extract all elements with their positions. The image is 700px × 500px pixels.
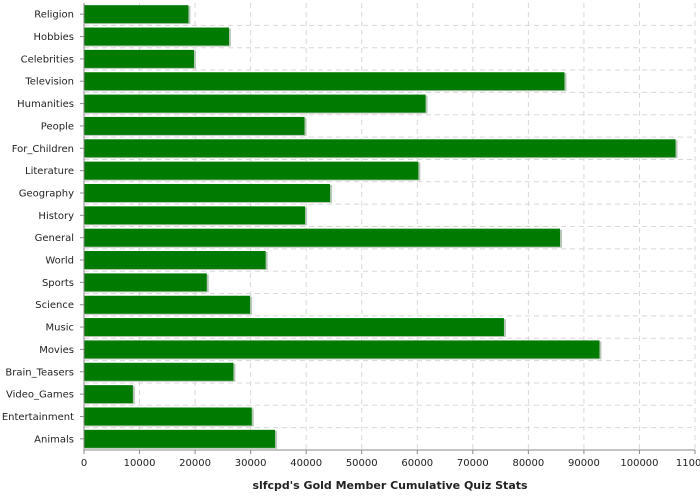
bar-television [84,72,565,91]
bar-video-games [84,385,133,404]
bar-animals [84,429,276,448]
bar-religion [84,5,189,24]
bar-science [84,295,251,314]
bar-people [84,116,305,135]
x-tick-labels: 0 10000 20000 30000 40000 50000 60000 70000 8000… [81,458,700,469]
category-label: Hobbies [34,32,74,43]
category-label: Humanities [17,99,74,110]
category-label: People [41,121,74,132]
category-label: Celebrities [21,54,74,65]
x-tick-label: 90000 [568,458,600,469]
category-label: History [38,211,74,222]
x-tick-label: 0 [81,458,87,469]
axes [80,3,696,454]
category-label: For_Children [12,144,74,155]
category-label: Literature [25,166,74,177]
x-axis-title: slfcpd's Gold Member Cumulative Quiz Sta… [252,479,528,492]
bar-brain-teasers [84,362,234,381]
bar-humanities [84,94,426,113]
category-label: Sports [42,278,74,289]
category-label: Geography [19,188,74,199]
category-label: World [45,256,74,267]
x-tick-label: 20000 [179,458,211,469]
bar-music [84,318,504,337]
category-label: Brain_Teasers [5,367,74,378]
x-tick-label: 10000 [124,458,156,469]
category-label: Animals [34,434,74,445]
bar-hobbies [84,27,229,46]
x-tick-label: 110000 [676,458,700,469]
bar-for-children [84,139,676,158]
bars [84,5,678,449]
x-tick-label: 40000 [290,458,322,469]
grid [84,3,696,450]
category-labels: Religion Hobbies Celebrities Television Huma… [2,10,74,446]
bar-sports [84,273,207,292]
category-label: Movies [39,345,74,356]
category-label: General [35,233,74,244]
category-label: Religion [34,10,74,21]
x-tick-label: 30000 [235,458,267,469]
bar-world [84,251,266,270]
bar-movies [84,340,600,359]
bar-literature [84,161,419,180]
x-tick-label: 100000 [620,458,658,469]
category-label: Television [24,77,74,88]
x-tick-label: 80000 [512,458,544,469]
x-tick-label: 60000 [401,458,433,469]
bar-general [84,228,561,247]
category-label: Music [46,323,74,334]
category-label: Entertainment [2,412,74,423]
bar-geography [84,183,331,202]
bar-history [84,206,306,225]
category-label: Science [35,300,74,311]
category-label: Video_Games [6,390,74,401]
x-tick-label: 50000 [346,458,378,469]
bar-entertainment [84,407,252,426]
bar-celebrities [84,49,194,68]
x-tick-label: 70000 [457,458,489,469]
